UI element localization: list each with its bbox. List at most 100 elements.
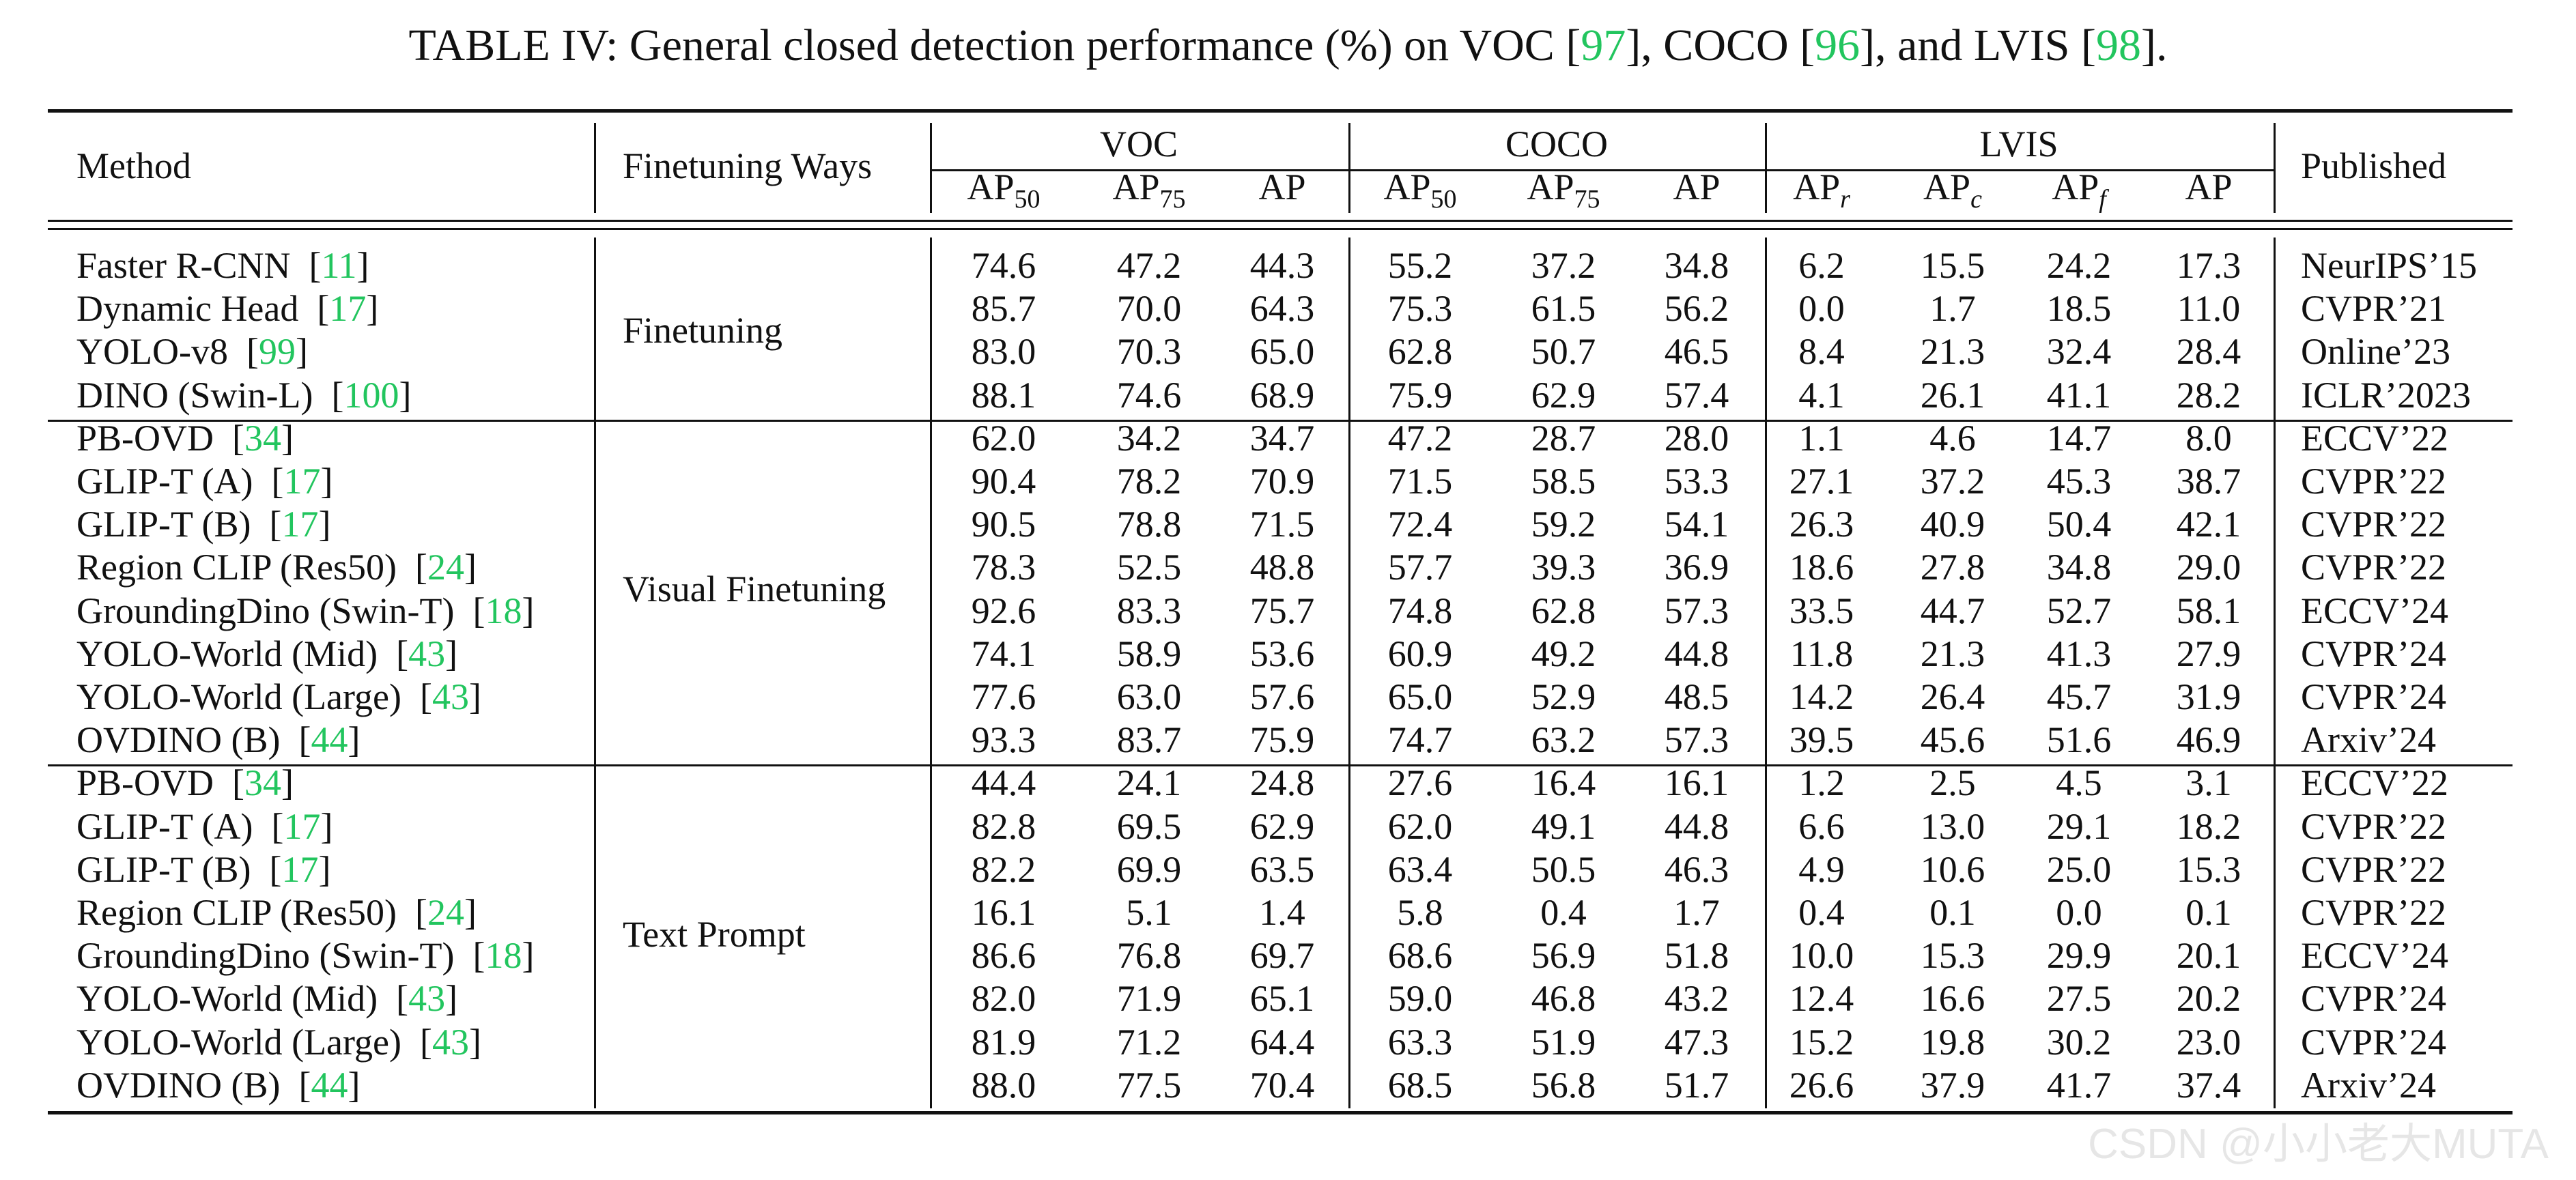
value-cell: 5.1 [1126,892,1172,933]
column-divider [1765,123,1767,213]
value-cell: 47.2 [1387,417,1453,459]
value-cell: 82.8 [971,805,1036,847]
value-cell: 23.0 [2176,1021,2241,1063]
value-cell: 70.0 [1116,288,1182,330]
citation-link[interactable]: 17 [283,461,321,502]
value-cell: 88.1 [971,374,1036,416]
caption-ref-coco[interactable]: 96 [1815,20,1860,70]
value-cell: 24.2 [2046,245,2112,286]
value-cell: 75.3 [1387,288,1453,330]
citation-link[interactable]: 43 [408,633,446,674]
header-finetuning-ways: Finetuning Ways [623,145,873,186]
value-cell: 63.2 [1531,719,1596,761]
value-cell: 85.7 [971,288,1036,330]
citation-link[interactable]: 44 [311,1064,348,1106]
value-cell: 55.2 [1387,245,1453,286]
citation-link[interactable]: 34 [244,762,282,804]
value-cell: 77.5 [1116,1064,1182,1106]
group-underline [1348,169,1765,171]
value-cell: 6.2 [1798,245,1845,286]
value-cell: 74.8 [1387,590,1453,631]
citation-link[interactable]: 44 [311,719,348,761]
caption-ref-lvis[interactable]: 98 [2096,20,2141,70]
value-cell: 46.3 [1664,848,1729,890]
value-cell: 59.2 [1531,504,1596,545]
header-rule-1 [48,220,2513,222]
value-cell: 36.9 [1664,547,1729,588]
value-cell: 29.0 [2176,547,2241,588]
value-cell: 65.1 [1249,978,1315,1020]
method-cell: Faster R-CNN [11] [76,245,369,286]
published-cell: Arxiv’24 [2301,719,2436,761]
value-cell: 10.0 [1789,935,1854,977]
group-underline [930,169,1348,171]
published-cell: CVPR’24 [2301,978,2447,1020]
value-cell: 61.5 [1531,288,1596,330]
value-cell: 70.9 [1249,461,1315,502]
method-cell: Region CLIP (Res50) [24] [76,892,477,933]
header-metric: APf [2052,167,2106,214]
value-cell: 27.1 [1789,461,1854,502]
value-cell: 47.2 [1116,245,1182,286]
method-cell: YOLO-World (Mid) [43] [76,633,458,674]
citation-link[interactable]: 17 [329,288,367,330]
value-cell: 8.0 [2185,417,2232,459]
value-cell: 44.4 [971,762,1036,804]
citation-link[interactable]: 24 [427,547,464,588]
value-cell: 65.0 [1249,331,1315,373]
citation-link[interactable]: 24 [427,892,464,933]
citation-link[interactable]: 99 [258,331,296,373]
citation-link[interactable]: 34 [244,417,282,459]
value-cell: 8.4 [1798,331,1845,373]
value-cell: 41.3 [2046,633,2112,674]
value-cell: 75.9 [1249,719,1315,761]
citation-link[interactable]: 100 [343,374,399,416]
value-cell: 47.3 [1664,1021,1729,1063]
value-cell: 20.2 [2176,978,2241,1020]
value-cell: 63.3 [1387,1021,1453,1063]
value-cell: 29.1 [2046,805,2112,847]
value-cell: 68.9 [1249,374,1315,416]
header-metric: APc [1923,167,1982,214]
value-cell: 5.8 [1397,892,1443,933]
value-cell: 46.8 [1531,978,1596,1020]
value-cell: 44.7 [1920,590,1985,631]
caption-ref-voc[interactable]: 97 [1581,20,1626,70]
value-cell: 1.2 [1798,762,1845,804]
value-cell: 69.5 [1116,805,1182,847]
group-underline [1765,169,2274,171]
header-group-coco: COCO [1505,124,1609,164]
header-group-voc: VOC [1099,124,1178,164]
method-cell: PB-OVD [34] [76,762,294,804]
value-cell: 11.8 [1789,633,1854,674]
value-cell: 58.9 [1116,633,1182,674]
value-cell: 34.7 [1249,417,1315,459]
citation-link[interactable]: 43 [431,1021,469,1063]
citation-link[interactable]: 18 [485,935,522,977]
value-cell: 16.6 [1920,978,1985,1020]
value-cell: 68.6 [1387,935,1453,977]
citation-link[interactable]: 43 [408,978,446,1020]
value-cell: 62.0 [971,417,1036,459]
citation-link[interactable]: 17 [281,848,319,890]
value-cell: 14.2 [1789,676,1854,717]
method-cell: GLIP-T (A) [17] [76,461,333,502]
bottom-rule [48,1111,2513,1114]
value-cell: 44.3 [1249,245,1315,286]
method-cell: GLIP-T (A) [17] [76,805,333,847]
value-cell: 0.0 [2056,892,2102,933]
value-cell: 62.9 [1531,374,1596,416]
citation-link[interactable]: 11 [321,245,357,286]
value-cell: 6.6 [1798,805,1845,847]
citation-link[interactable]: 43 [431,676,469,717]
value-cell: 29.9 [2046,935,2112,977]
citation-link[interactable]: 17 [281,504,319,545]
header-published: Published [2301,145,2447,186]
value-cell: 69.9 [1116,848,1182,890]
citation-link[interactable]: 17 [283,805,321,847]
value-cell: 62.8 [1531,590,1596,631]
citation-link[interactable]: 18 [485,590,522,631]
value-cell: 19.8 [1920,1021,1985,1063]
published-cell: CVPR’24 [2301,1021,2447,1063]
value-cell: 78.3 [971,547,1036,588]
